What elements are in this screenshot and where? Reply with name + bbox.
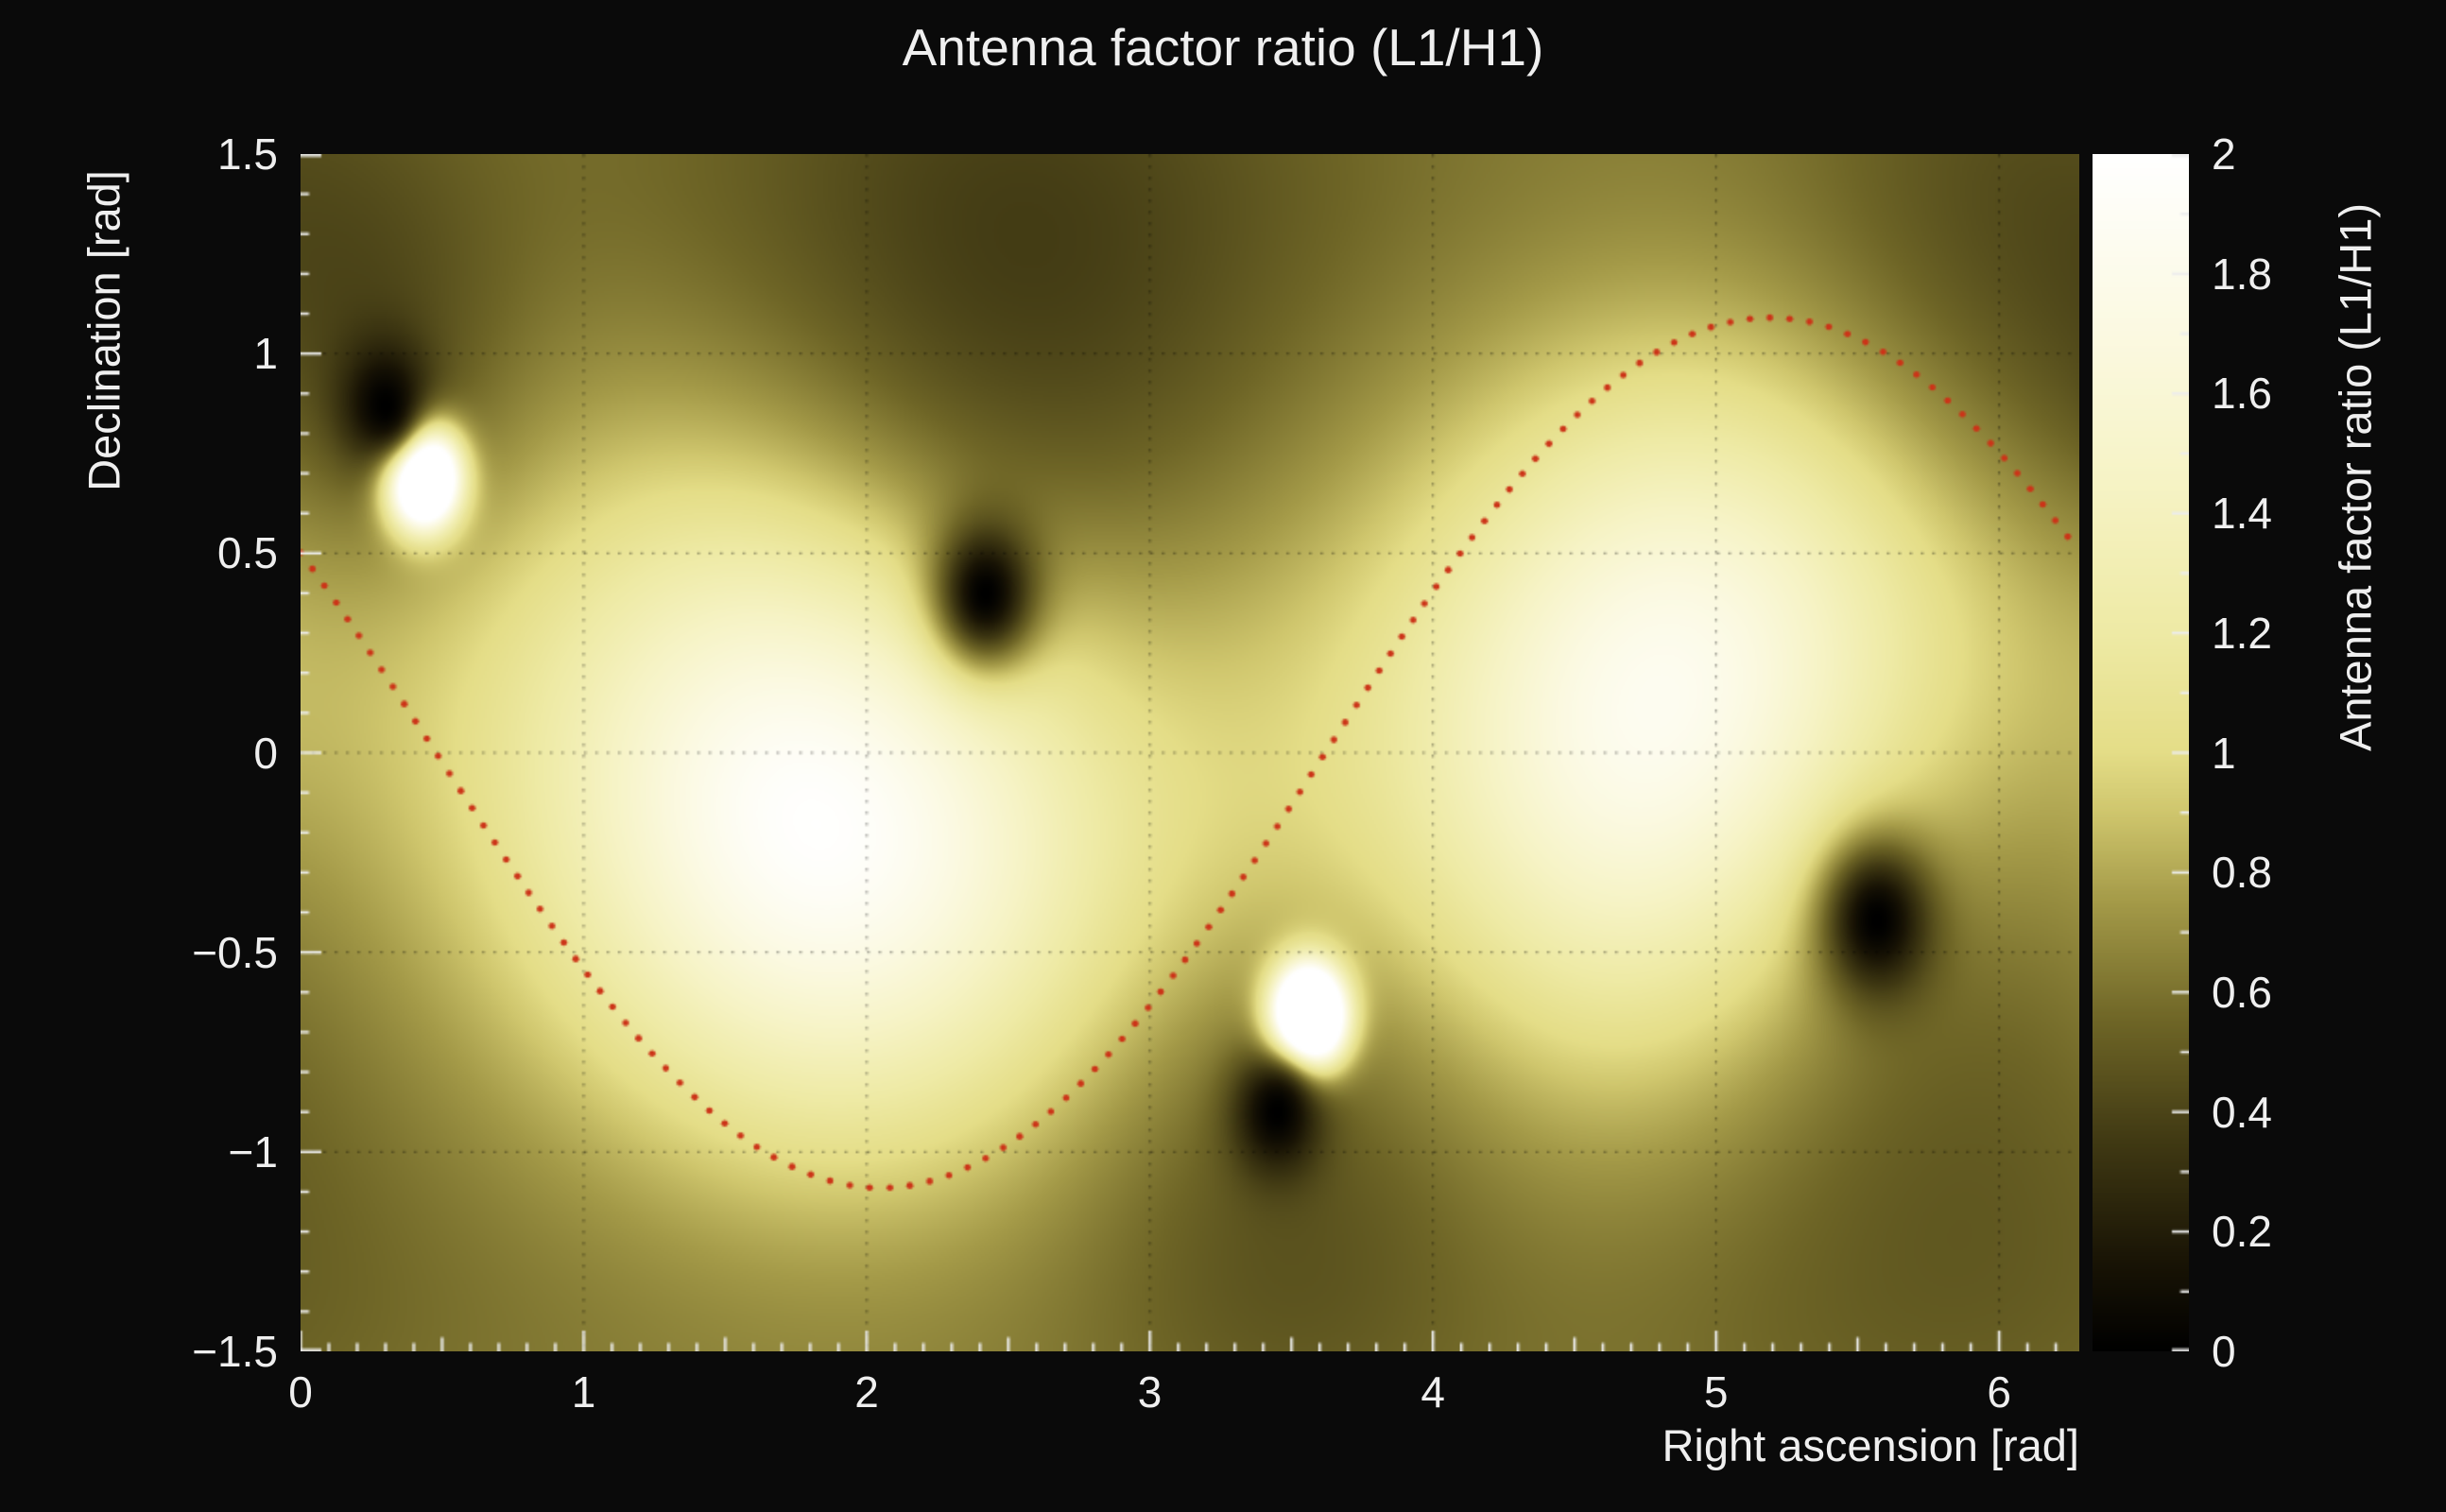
colorbar-tick-label: 0 [2212, 1327, 2236, 1376]
colorbar-tick-label: 1.4 [2212, 489, 2272, 539]
colorbar-tick-label: 0.4 [2212, 1087, 2272, 1137]
chart-title: Antenna factor ratio (L1/H1) [902, 18, 1544, 77]
y-axis-title: Declination [rad] [78, 170, 129, 491]
y-tick-label: −0.5 [192, 927, 278, 977]
colorbar-tick-label: 2 [2212, 129, 2236, 179]
x-tick-label: 3 [1137, 1367, 1163, 1417]
colorbar-tick-label: 0.6 [2212, 967, 2272, 1017]
x-tick-label: 1 [571, 1367, 596, 1417]
x-tick-label: 4 [1421, 1367, 1445, 1417]
y-tick-label: −1.5 [192, 1327, 278, 1376]
y-tick-label: 1.5 [217, 129, 278, 179]
x-tick-label: 6 [1987, 1367, 2011, 1417]
colorbar-tick-label: 1.2 [2212, 608, 2272, 658]
x-tick-label: 0 [288, 1367, 313, 1417]
colorbar-tick-label: 1.8 [2212, 249, 2272, 299]
colorbar-tick-label: 0.8 [2212, 848, 2272, 898]
colorbar-tick-label: 0.2 [2212, 1207, 2272, 1257]
y-tick-label: 0 [253, 728, 278, 778]
colorbar-title: Antenna factor ratio (L1/H1) [2330, 203, 2381, 751]
colorbar-tick-label: 1 [2212, 728, 2236, 778]
x-tick-label: 2 [854, 1367, 879, 1417]
x-tick-label: 5 [1703, 1367, 1729, 1417]
y-tick-label: 1 [253, 329, 278, 379]
heatmap-canvas [301, 154, 2079, 1351]
x-axis-title: Right ascension [rad] [1662, 1420, 2079, 1470]
y-tick-label: −1 [228, 1126, 278, 1177]
colorbar [2093, 154, 2189, 1351]
colorbar-tick-label: 1.6 [2212, 369, 2272, 419]
y-tick-label: 0.5 [217, 528, 278, 578]
